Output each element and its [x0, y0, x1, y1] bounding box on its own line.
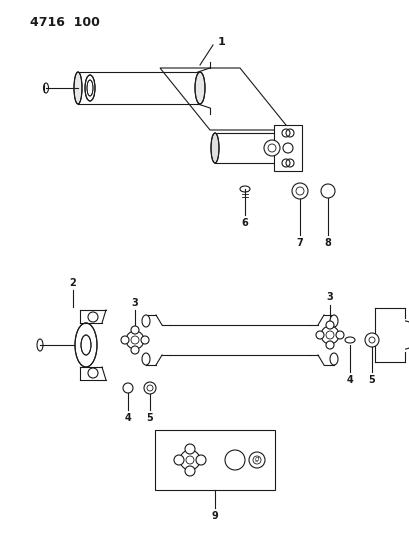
Ellipse shape [87, 80, 93, 96]
Text: 1: 1 [218, 37, 226, 47]
Circle shape [264, 140, 280, 156]
Circle shape [365, 333, 379, 347]
Ellipse shape [345, 337, 355, 343]
Circle shape [123, 383, 133, 393]
Circle shape [249, 452, 265, 468]
Text: g: g [255, 456, 259, 462]
Circle shape [286, 129, 294, 137]
Text: 2: 2 [70, 278, 76, 288]
Circle shape [174, 455, 184, 465]
Text: 6: 6 [242, 218, 248, 228]
Ellipse shape [330, 353, 338, 365]
Circle shape [321, 326, 339, 344]
Text: 4: 4 [125, 413, 131, 423]
Ellipse shape [142, 315, 150, 327]
Circle shape [286, 159, 294, 167]
Ellipse shape [195, 72, 205, 104]
Circle shape [141, 336, 149, 344]
Ellipse shape [142, 353, 150, 365]
Circle shape [121, 336, 129, 344]
Circle shape [126, 331, 144, 349]
Text: 8: 8 [325, 238, 331, 248]
Text: 4716  100: 4716 100 [30, 16, 100, 29]
Circle shape [196, 455, 206, 465]
Text: 5: 5 [146, 413, 153, 423]
Circle shape [144, 382, 156, 394]
Bar [155, 430, 275, 490]
Circle shape [131, 346, 139, 354]
Ellipse shape [74, 72, 82, 104]
Text: 5: 5 [369, 375, 375, 385]
Circle shape [326, 341, 334, 349]
Circle shape [316, 331, 324, 339]
Ellipse shape [211, 133, 219, 163]
Text: 3: 3 [132, 298, 138, 308]
Circle shape [131, 326, 139, 334]
Circle shape [336, 331, 344, 339]
Circle shape [292, 183, 308, 199]
Text: 4: 4 [346, 375, 353, 385]
Text: 3: 3 [327, 292, 333, 302]
Circle shape [321, 184, 335, 198]
Circle shape [225, 450, 245, 470]
Circle shape [180, 450, 200, 470]
Ellipse shape [85, 75, 95, 101]
Circle shape [185, 466, 195, 476]
Ellipse shape [81, 335, 91, 355]
Ellipse shape [276, 133, 284, 163]
Circle shape [326, 321, 334, 329]
Text: 9: 9 [211, 511, 218, 521]
Bar [274, 125, 302, 171]
Ellipse shape [330, 315, 338, 327]
Ellipse shape [75, 323, 97, 367]
Text: 7: 7 [297, 238, 303, 248]
Circle shape [185, 444, 195, 454]
